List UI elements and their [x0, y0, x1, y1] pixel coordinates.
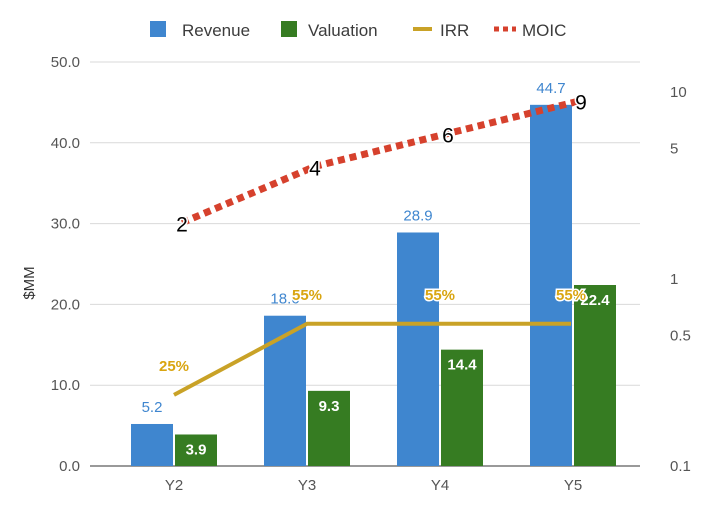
revenue-bar: [264, 315, 306, 466]
valuation-bar-label: 9.3: [319, 398, 340, 415]
moic-data-label: 9: [575, 92, 587, 115]
legend-label-revenue: Revenue: [182, 21, 250, 40]
moic-data-label: 4: [309, 157, 321, 180]
y2-tick-label: 0.5: [670, 327, 691, 344]
moic-data-label: 2: [176, 214, 188, 237]
legend-swatch-valuation: [281, 21, 297, 37]
y-tick-label: 0.0: [59, 458, 80, 475]
valuation-bar: [308, 390, 350, 466]
x-tick-label: Y2: [165, 477, 183, 494]
irr-data-label: 55%: [425, 287, 455, 304]
valuation-bar-label: 22.4: [580, 292, 610, 309]
revenue-bar: [131, 423, 173, 466]
x-tick-label: Y3: [298, 477, 316, 494]
y2-tick-label: 10: [670, 84, 687, 101]
lines: [173, 97, 582, 397]
valuation-bar: [574, 285, 616, 466]
valuation-bar: [441, 349, 483, 466]
x-axis-ticks: Y2 Y3 Y4 Y5: [165, 477, 582, 494]
y-tick-label: 20.0: [51, 296, 80, 313]
revenue-bar-label: 28.9: [403, 207, 432, 224]
revenue-bar: [397, 232, 439, 466]
data-labels: 5.2 3.9 18.6 9.3 28.9 14.4 44.7 22.4 25% 55% 55% 55…: [142, 80, 611, 459]
y2-tick-label: 1: [670, 271, 678, 288]
y-tick-label: 10.0: [51, 377, 80, 394]
y-tick-label: 40.0: [51, 135, 80, 152]
legend-label-irr: IRR: [440, 21, 469, 40]
irr-line: [173, 321, 571, 397]
x-tick-label: Y5: [564, 477, 582, 494]
legend-swatch-revenue: [150, 21, 166, 37]
legend-label-moic: MOIC: [522, 21, 566, 40]
revenue-bar-label: 18.6: [270, 291, 299, 308]
legend: Revenue Valuation IRR MOIC: [150, 21, 566, 40]
right-axis-ticks: 0.1 0.5 1 5 10: [670, 84, 691, 475]
valuation-bar-label: 14.4: [447, 357, 477, 374]
irr-data-label: 55%: [556, 287, 586, 304]
y-tick-label: 30.0: [51, 216, 80, 233]
moic-line: [180, 97, 582, 226]
y2-tick-label: 5: [670, 140, 678, 157]
revenue-bar-label: 5.2: [142, 399, 163, 416]
left-axis-ticks: 0.0 10.0 20.0 30.0 40.0 50.0: [51, 54, 80, 475]
valuation-bar-label: 3.9: [186, 441, 207, 458]
y2-tick-label: 0.1: [670, 458, 691, 475]
irr-data-label: 25%: [159, 358, 189, 375]
valuation-bar: [175, 434, 217, 466]
revenue-bar: [530, 104, 572, 466]
x-tick-label: Y4: [431, 477, 449, 494]
revenue-bar-label: 44.7: [536, 80, 565, 97]
legend-label-valuation: Valuation: [308, 21, 378, 40]
y-axis-label: $MM: [21, 266, 38, 299]
y-tick-label: 50.0: [51, 54, 80, 71]
bars: [131, 104, 616, 466]
irr-data-label: 55%: [292, 287, 322, 304]
moic-data-label: 6: [442, 124, 454, 147]
